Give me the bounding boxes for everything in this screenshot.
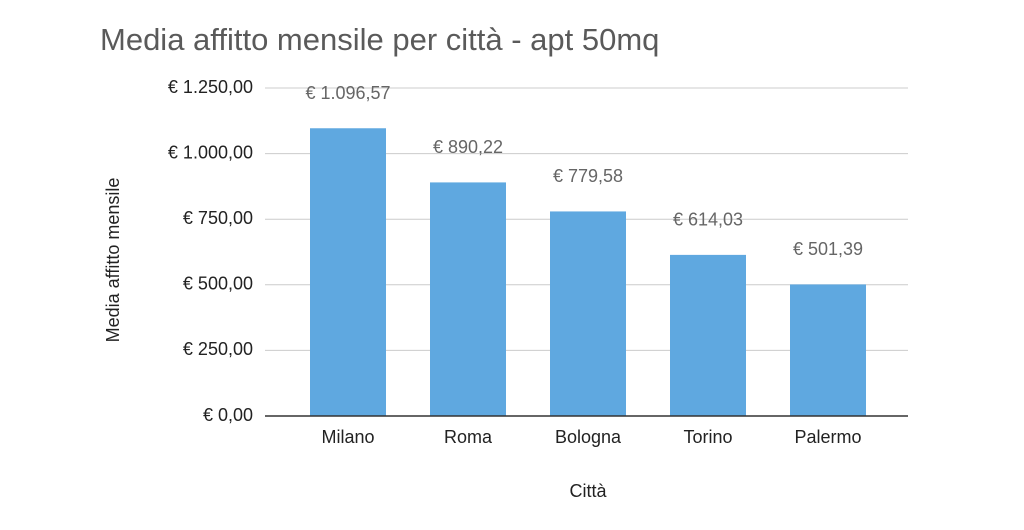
x-tick-label: Palermo — [794, 427, 861, 447]
value-label: € 890,22 — [433, 137, 503, 157]
bar — [430, 182, 506, 416]
y-tick-label: € 0,00 — [203, 405, 253, 425]
y-tick-label: € 750,00 — [183, 208, 253, 228]
y-tick-label: € 1.000,00 — [168, 142, 253, 162]
value-label: € 614,03 — [673, 210, 743, 230]
y-tick-label: € 1.250,00 — [168, 77, 253, 97]
x-tick-label: Roma — [444, 427, 493, 447]
x-tick-label: Torino — [683, 427, 732, 447]
value-label: € 1.096,57 — [305, 83, 390, 103]
y-tick-label: € 250,00 — [183, 339, 253, 359]
chart-title: Media affitto mensile per città - apt 50… — [100, 22, 659, 57]
x-tick-label: Bologna — [555, 427, 622, 447]
value-label: € 779,58 — [553, 166, 623, 186]
y-tick-label: € 500,00 — [183, 274, 253, 294]
x-axis-title: Città — [569, 481, 607, 501]
y-axis-title: Media affitto mensile — [103, 178, 123, 343]
bar — [310, 128, 386, 417]
value-label: € 501,39 — [793, 239, 863, 259]
bar — [790, 284, 866, 416]
bar — [670, 254, 746, 416]
bar — [550, 211, 626, 416]
x-tick-label: Milano — [321, 427, 374, 447]
